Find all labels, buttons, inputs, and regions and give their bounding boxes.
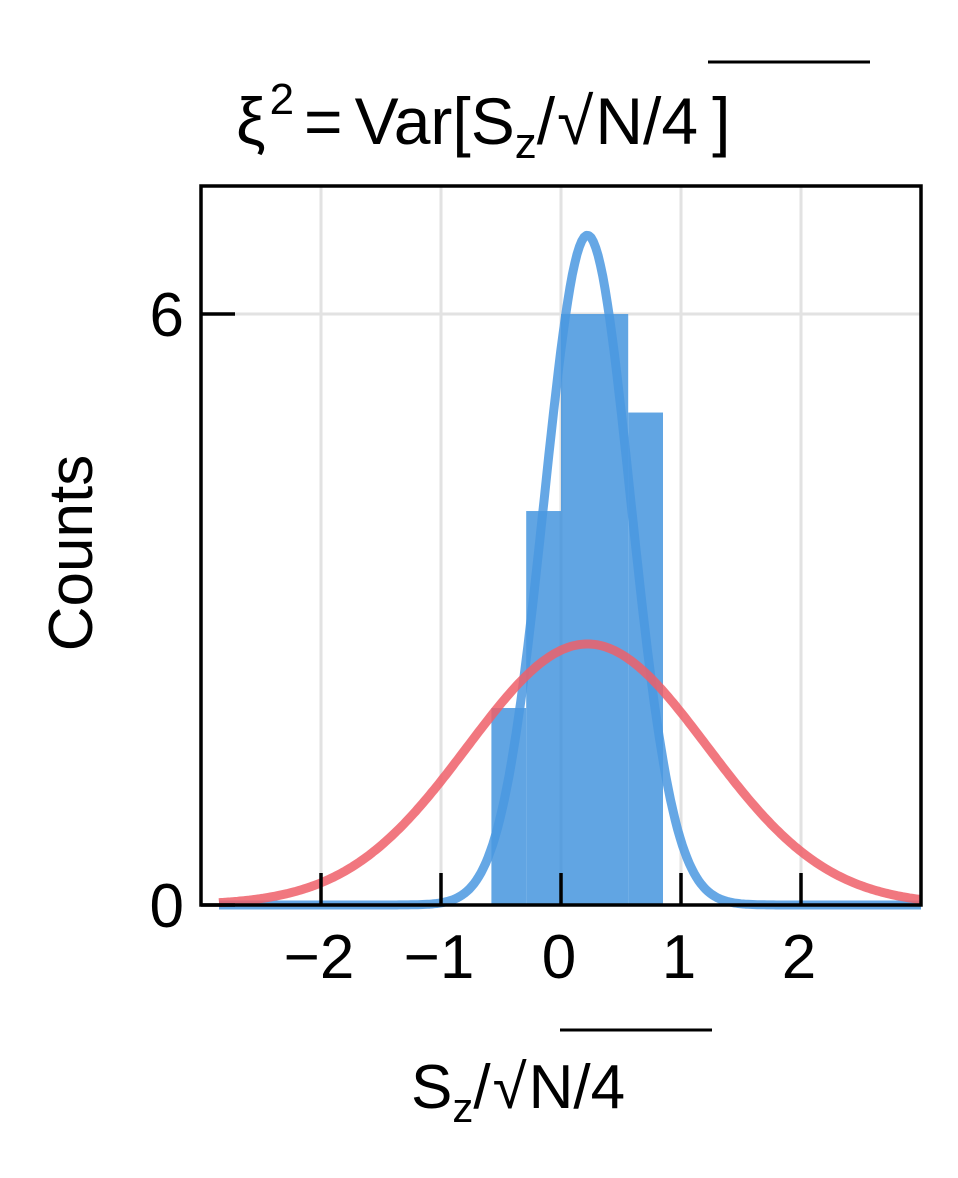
y-axis-label: Counts bbox=[37, 455, 106, 651]
axis-ticks bbox=[201, 312, 803, 907]
x-tick-label: 2 bbox=[782, 923, 816, 992]
x-tick-label: −1 bbox=[404, 923, 475, 992]
y-tick-label: 0 bbox=[150, 872, 184, 941]
x-tick-label: −2 bbox=[284, 923, 355, 992]
histogram-bar bbox=[491, 708, 527, 905]
histogram-bars bbox=[491, 314, 663, 905]
y-tick-label: 6 bbox=[150, 281, 184, 350]
wide-fit-curve bbox=[216, 639, 924, 908]
histogram-bar bbox=[526, 511, 561, 905]
x-axis-label: Sz/√N/4 bbox=[411, 1053, 625, 1131]
tick-labels: −2 −1 0 1 2 0 6 bbox=[150, 281, 817, 992]
x-tick-label: 0 bbox=[542, 923, 576, 992]
x-tick-label: 1 bbox=[662, 923, 696, 992]
chart-title: ξ2 = Var[Sz/√N/4] bbox=[236, 75, 730, 168]
